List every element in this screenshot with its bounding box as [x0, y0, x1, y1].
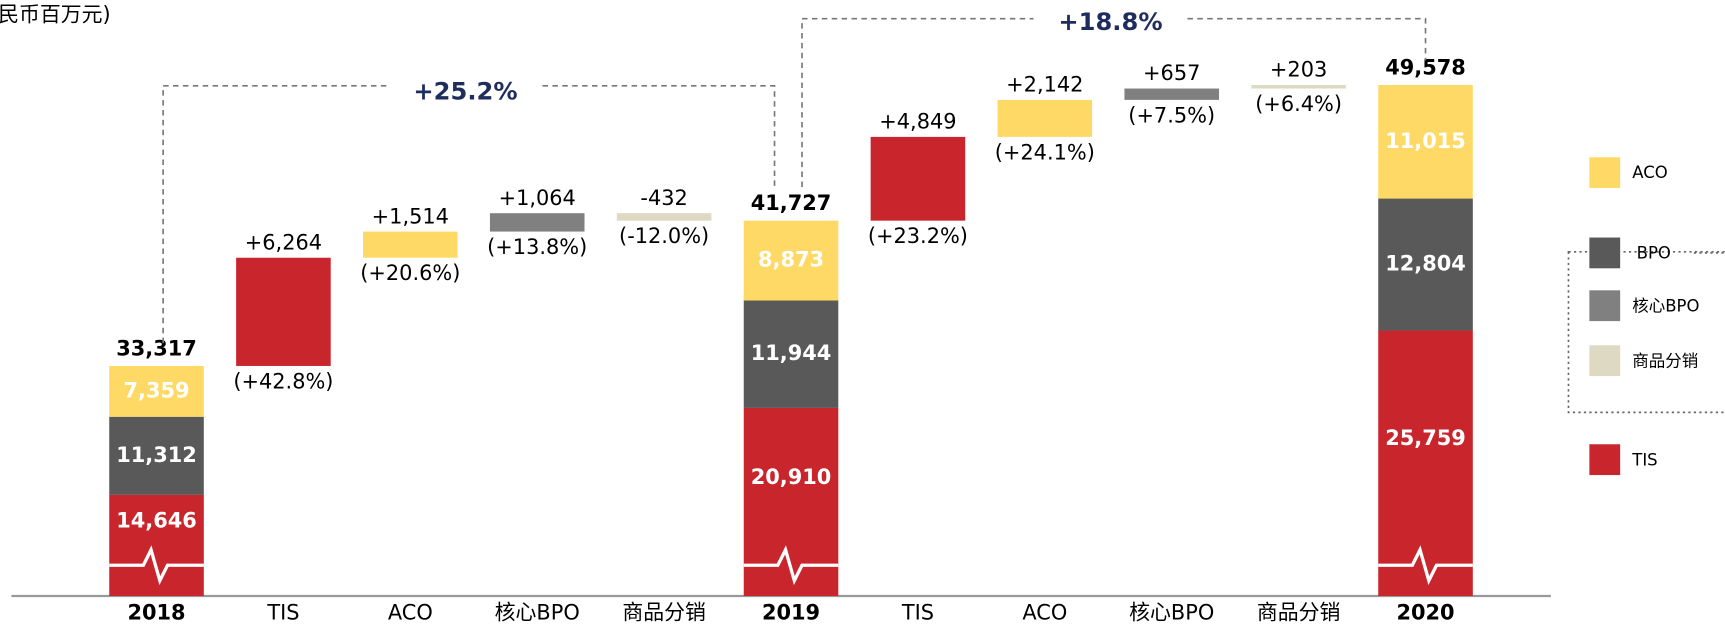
x-tick-label: 商品分销 — [1257, 601, 1341, 625]
stack-segment — [109, 365, 204, 417]
growth-label: +25.2% — [413, 77, 517, 105]
step-bar — [997, 99, 1093, 137]
segment-label: 12,804 — [1385, 252, 1466, 276]
axis-break — [1378, 545, 1473, 586]
legend-label: TIS — [1631, 450, 1657, 469]
step-label: +2,142 — [1006, 73, 1083, 97]
segment-label: 25,759 — [1385, 426, 1466, 450]
legend-group-box — [1567, 250, 1725, 414]
legend-swatch — [1589, 444, 1621, 476]
legend-swatch — [1589, 237, 1621, 269]
stack-segment — [743, 220, 839, 301]
step-bar — [489, 213, 585, 232]
legend-swatch — [1589, 345, 1621, 377]
legend-label: 商品分销 — [1632, 351, 1698, 370]
step-label: +1,514 — [372, 204, 449, 228]
x-tick-label: 商品分销 — [622, 601, 706, 625]
change-label: (+42.8%) — [233, 369, 333, 393]
change-label: (+23.2%) — [868, 224, 968, 248]
segment-label: 8,873 — [758, 248, 824, 272]
total-label: 41,727 — [751, 191, 832, 215]
x-tick-label: ACO — [388, 601, 433, 625]
stack-segment — [1378, 198, 1473, 331]
change-label: (-12.0%) — [619, 224, 709, 248]
x-tick-label: 核心BPO — [495, 601, 580, 625]
x-tick-label: TIS — [901, 601, 934, 625]
legend-label: BPO — [1637, 244, 1671, 263]
segment-label: 11,312 — [116, 443, 197, 467]
x-tick-label: TIS — [266, 601, 299, 625]
legend-swatch — [1589, 290, 1621, 322]
legend-swatch — [1589, 157, 1621, 189]
stack-segment — [109, 494, 204, 597]
change-label: (+7.5%) — [1128, 103, 1215, 127]
step-label: +657 — [1143, 61, 1200, 85]
total-label: 33,317 — [116, 336, 197, 360]
step-label: +203 — [1270, 58, 1327, 82]
step-label: +4,849 — [879, 110, 956, 134]
unit-title: 民币百万元) — [0, 2, 111, 26]
step-label: -432 — [640, 186, 687, 210]
stack-segment — [743, 300, 839, 408]
segment-label: 11,015 — [1385, 129, 1466, 153]
step-bar — [236, 257, 331, 366]
change-label: (+13.8%) — [487, 235, 587, 259]
step-bar — [870, 136, 966, 221]
x-tick-label: 2020 — [1396, 601, 1454, 625]
change-label: (+6.4%) — [1255, 92, 1342, 116]
growth-connector — [162, 84, 776, 344]
step-bar — [616, 213, 712, 221]
step-bar — [1251, 85, 1346, 89]
step-bar — [1124, 88, 1220, 100]
step-bar — [363, 231, 458, 258]
x-tick-label: 核心BPO — [1129, 601, 1214, 625]
step-label: +6,264 — [245, 230, 322, 254]
legend-label: 核心BPO — [1632, 296, 1699, 315]
growth-label: +18.8% — [1058, 8, 1162, 36]
stack-segment — [109, 416, 204, 495]
axis-break — [743, 545, 839, 586]
segment-label: 7,359 — [124, 378, 190, 402]
segment-label: 20,910 — [751, 465, 832, 489]
x-tick-label: ACO — [1022, 601, 1067, 625]
step-label: +1,064 — [499, 186, 576, 210]
change-label: (+20.6%) — [360, 261, 460, 285]
growth-connector — [801, 17, 1427, 187]
legend-label: ACO — [1632, 163, 1667, 182]
x-tick-label: 2019 — [762, 601, 820, 625]
x-tick-label: 2018 — [127, 601, 185, 625]
axis-break — [109, 545, 204, 586]
change-label: (+24.1%) — [995, 140, 1095, 164]
segment-label: 14,646 — [116, 508, 197, 532]
stack-segment — [1378, 330, 1473, 597]
segment-label: 11,944 — [751, 341, 832, 365]
stack-segment — [1378, 85, 1473, 199]
